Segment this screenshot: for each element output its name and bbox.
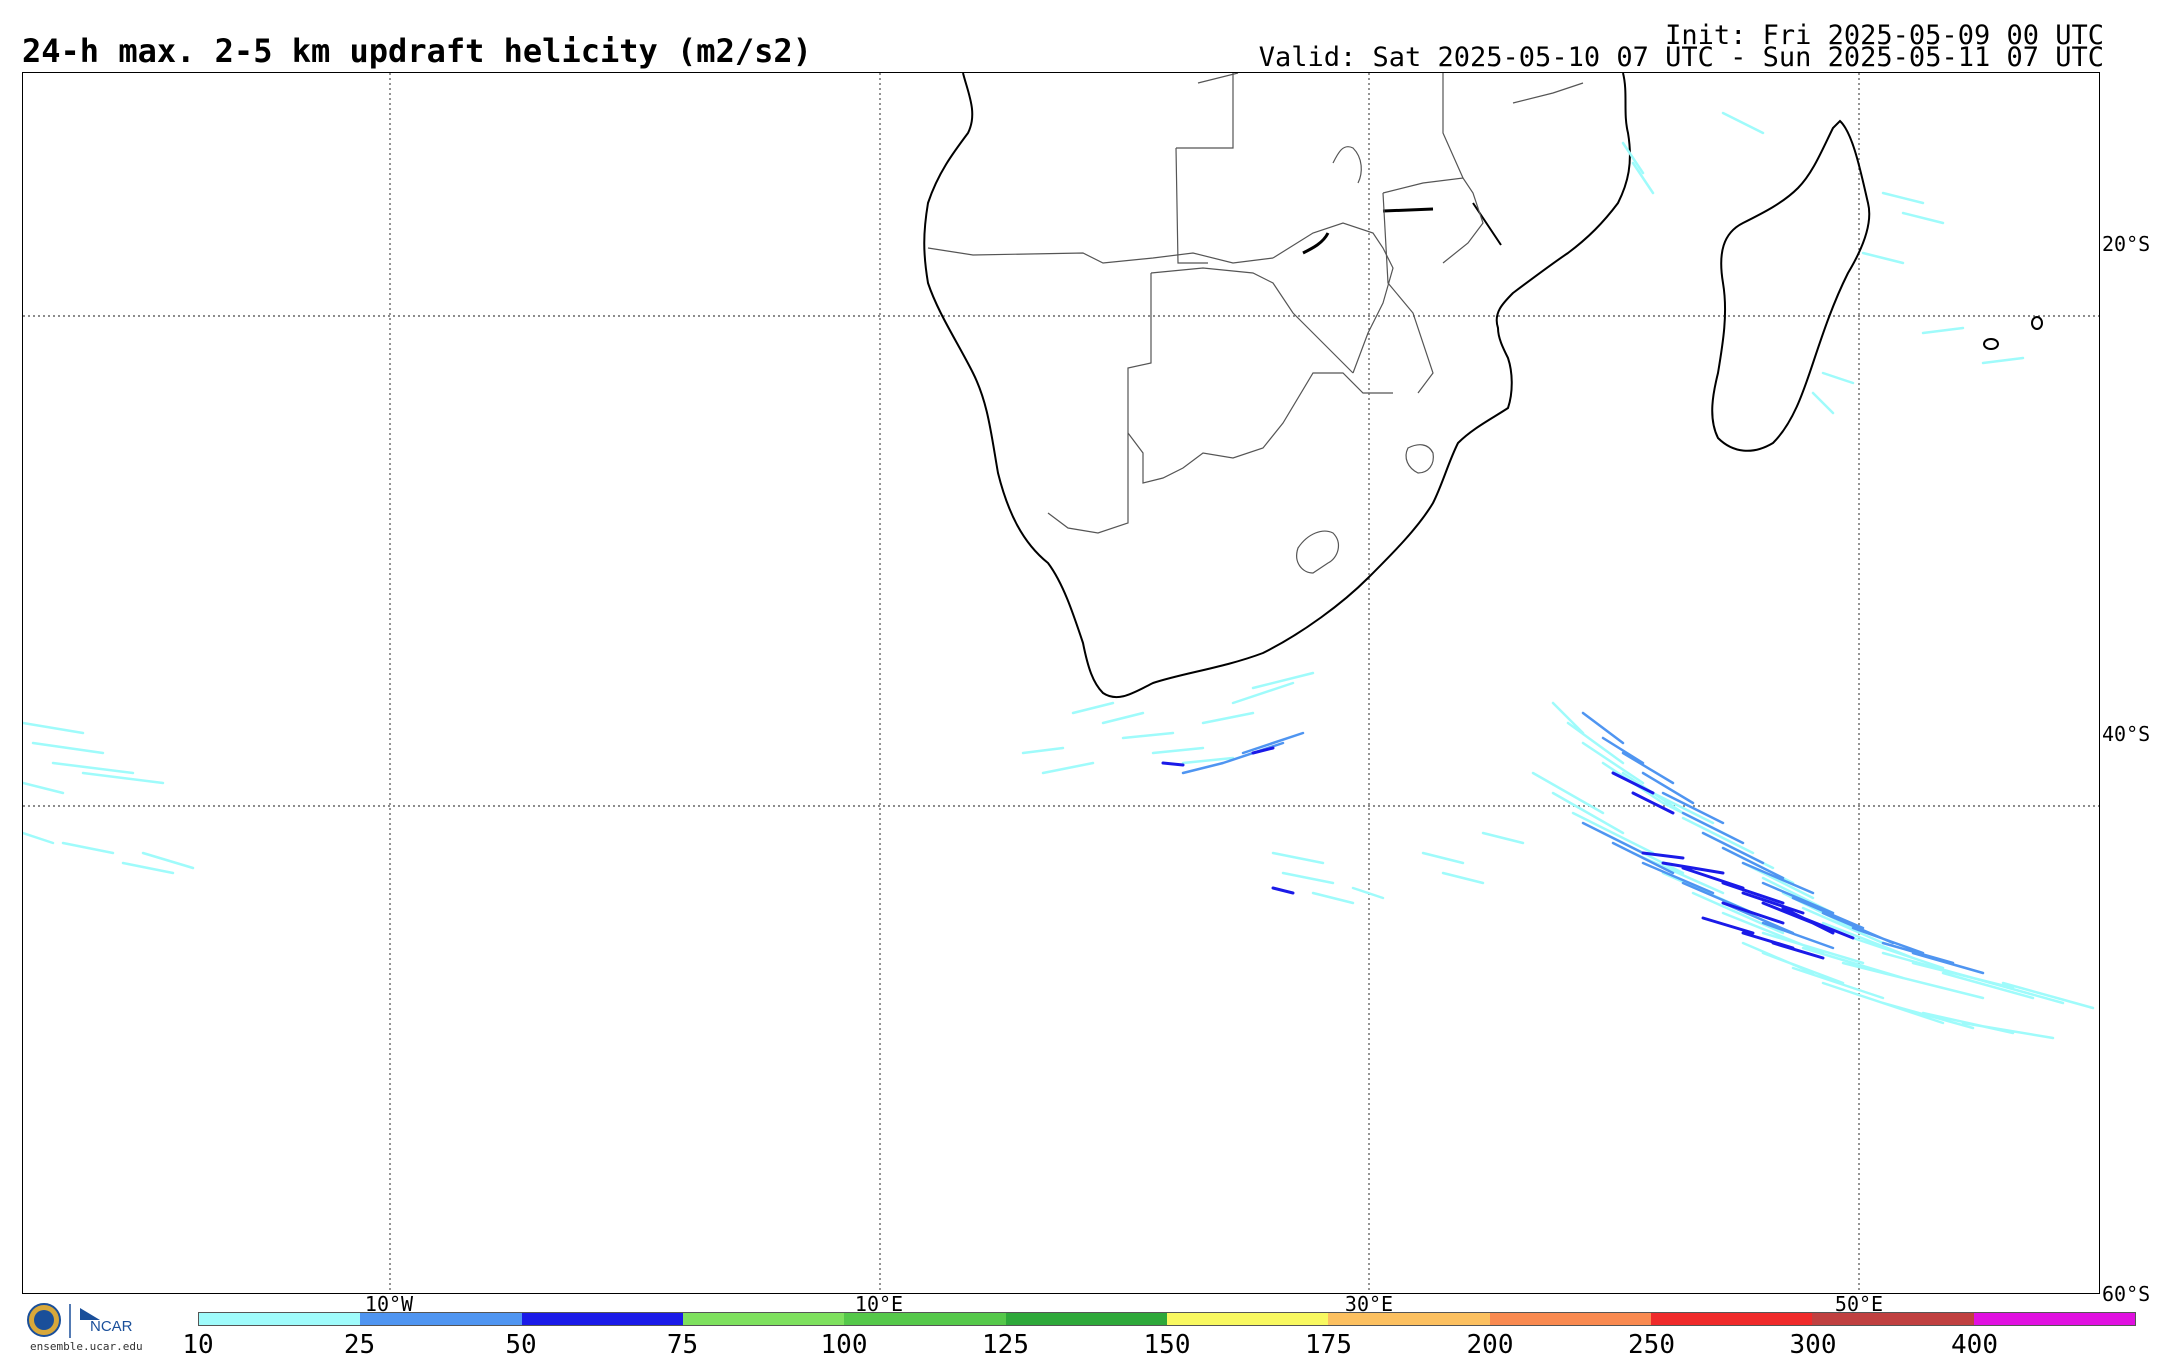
country-borders [927,73,1584,574]
africa-coastline [923,73,1631,699]
lat-label-60s: 60°S [2102,1282,2151,1306]
colorbar-label: 75 [666,1330,699,1360]
colorbar-segment [1005,1313,1167,1325]
colorbar-segment [682,1313,845,1325]
colorbar-label: 200 [1466,1330,1514,1360]
uh-10-25 [23,111,2095,1040]
init-time: Init: Fri 2025-05-09 00 UTC [1665,20,2104,51]
colorbar-segment [360,1313,522,1325]
colorbar-label: 100 [820,1330,868,1360]
logo-org-text: NCAR [90,1318,133,1335]
colorbar-segment [1973,1313,2135,1325]
colorbar-label: 10 [182,1330,214,1360]
colorbar-label: 300 [1789,1330,1837,1360]
nsf-ncar-logo: NCAR [27,1303,133,1338]
map-title: 24-h max. 2-5 km updraft helicity (m2/s2… [22,32,812,70]
colorbar-label: 25 [343,1330,376,1360]
logo-url: ensemble.ucar.edu [30,1340,143,1353]
colorbar-segment [1166,1313,1329,1325]
colorbar-segment [1650,1313,1813,1325]
colorbar-segment [1489,1313,1651,1325]
helicity-swaths [23,111,2095,1040]
colorbar-label: 150 [1143,1330,1191,1360]
lake-cahora-bassa [1382,207,1434,213]
mauritius-coastline [1983,338,1999,350]
madagascar-coastline [1711,119,1871,452]
colorbar-segment [199,1313,361,1325]
colorbar-label: 125 [982,1330,1029,1360]
uh-50-75 [1161,746,1855,960]
graticule [23,73,2099,1293]
reunion-coastline [2031,316,2043,330]
map-canvas [23,73,2099,1293]
colorbar-label: 50 [505,1330,537,1360]
colorbar [198,1312,2136,1326]
map-panel [22,72,2100,1294]
lake-kariba [1302,232,1330,255]
lat-label-40s: 40°S [2102,722,2151,746]
lat-label-20s: 20°S [2102,232,2151,256]
uh-25-50 [1181,711,1985,975]
colorbar-label: 175 [1305,1330,1352,1360]
colorbar-segment [844,1313,1006,1325]
colorbar-segment [1812,1313,1974,1325]
lake-malawi [1472,202,1502,246]
colorbar-segment [1328,1313,1490,1325]
colorbar-segment [521,1313,683,1325]
valid-time: Valid: Sat 2025-05-10 07 UTC - Sun 2025-… [1258,42,2104,73]
colorbar-label: 400 [1951,1330,1998,1360]
colorbar-label: 250 [1628,1330,1675,1360]
